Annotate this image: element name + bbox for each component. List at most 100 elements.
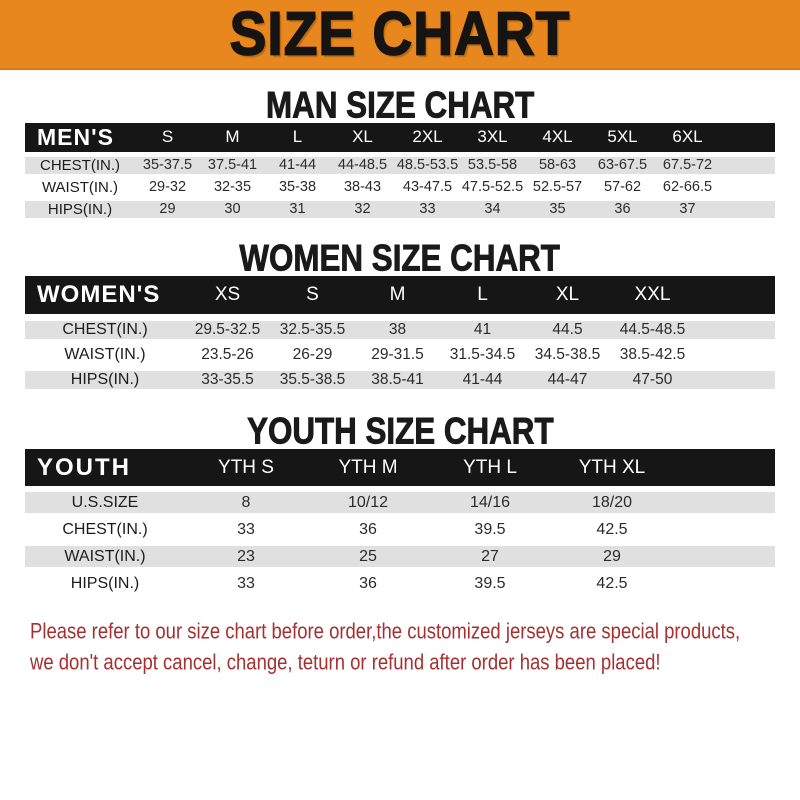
women-size-chart-heading: WOMEN SIZE CHART — [239, 236, 561, 278]
size-value-cell: 30 — [200, 198, 265, 223]
row-spacer — [720, 176, 775, 201]
size-value-cell: 29-32 — [135, 176, 200, 201]
size-value-cell: 38.5-42.5 — [610, 342, 695, 371]
size-value-cell: 48.5-53.5 — [395, 154, 460, 179]
size-value-cell: 53.5-58 — [460, 154, 525, 179]
row-spacer — [695, 367, 775, 396]
row-label-chest: CHEST(IN.) — [25, 516, 185, 546]
row-label-hips: HIPS(IN.) — [25, 570, 185, 600]
size-value-cell: 44.5 — [525, 317, 610, 346]
size-value-cell: 31 — [265, 198, 330, 223]
youth-ussize-row: U.S.SIZE 8 10/12 14/16 18/20 — [25, 489, 775, 519]
size-value-cell: 36 — [307, 516, 429, 546]
size-value-cell: 39.5 — [429, 516, 551, 546]
row-label-waist: WAIST(IN.) — [25, 543, 185, 573]
size-value-cell: 29.5-32.5 — [185, 317, 270, 346]
youth-header-spacer — [673, 449, 775, 492]
size-value-cell: 44-47 — [525, 367, 610, 396]
row-label-hips: HIPS(IN.) — [25, 367, 185, 396]
size-value-cell: 37.5-41 — [200, 154, 265, 179]
size-value-cell: 63-67.5 — [590, 154, 655, 179]
women-header-spacer — [695, 275, 775, 321]
banner-title: SIZE CHART — [229, 0, 571, 69]
row-label-waist: WAIST(IN.) — [25, 176, 135, 201]
size-value-cell: 29 — [551, 543, 673, 573]
size-value-cell: 36 — [307, 570, 429, 600]
size-value-cell: 26-29 — [270, 342, 355, 371]
youth-waist-row: WAIST(IN.) 23 25 27 29 — [25, 543, 775, 573]
size-value-cell: 10/12 — [307, 489, 429, 519]
men-chest-row: CHEST(IN.) 35-37.5 37.5-41 41-44 44-48.5… — [25, 154, 775, 179]
women-size-column: L — [440, 275, 525, 321]
size-value-cell: 38-43 — [330, 176, 395, 201]
men-size-column: 6XL — [655, 123, 720, 157]
size-value-cell: 35 — [525, 198, 590, 223]
row-spacer — [695, 342, 775, 371]
youth-hips-row: HIPS(IN.) 33 36 39.5 42.5 — [25, 570, 775, 600]
size-value-cell: 32 — [330, 198, 395, 223]
row-label-us-size: U.S.SIZE — [25, 489, 185, 519]
women-size-column: XL — [525, 275, 610, 321]
size-value-cell: 42.5 — [551, 516, 673, 546]
men-header-spacer — [720, 123, 775, 157]
size-value-cell: 41 — [440, 317, 525, 346]
size-value-cell: 29 — [135, 198, 200, 223]
size-value-cell: 44-48.5 — [330, 154, 395, 179]
men-size-column: M — [200, 123, 265, 157]
size-value-cell: 32.5-35.5 — [270, 317, 355, 346]
size-value-cell: 33 — [395, 198, 460, 223]
women-size-column: XXL — [610, 275, 695, 321]
size-value-cell: 62-66.5 — [655, 176, 720, 201]
size-value-cell: 35-38 — [265, 176, 330, 201]
size-value-cell: 39.5 — [429, 570, 551, 600]
row-spacer — [695, 317, 775, 346]
youth-size-column: YTH XL — [551, 449, 673, 492]
youth-table-title: YOUTH — [25, 449, 185, 492]
men-size-column: 3XL — [460, 123, 525, 157]
size-value-cell: 43-47.5 — [395, 176, 460, 201]
size-value-cell: 29-31.5 — [355, 342, 440, 371]
youth-size-chart-heading: YOUTH SIZE CHART — [246, 409, 554, 452]
size-value-cell: 35.5-38.5 — [270, 367, 355, 396]
size-value-cell: 37 — [655, 198, 720, 223]
men-size-column: XL — [330, 123, 395, 157]
size-value-cell: 52.5-57 — [525, 176, 590, 201]
youth-size-column: YTH M — [307, 449, 429, 492]
row-spacer — [720, 198, 775, 223]
women-chest-row: CHEST(IN.) 29.5-32.5 32.5-35.5 38 41 44.… — [25, 317, 775, 346]
size-value-cell: 34.5-38.5 — [525, 342, 610, 371]
men-hips-row: HIPS(IN.) 29 30 31 32 33 34 35 36 37 — [25, 198, 775, 223]
men-size-column: 4XL — [525, 123, 590, 157]
youth-size-column: YTH S — [185, 449, 307, 492]
row-spacer — [720, 154, 775, 179]
women-size-table: WOMEN'S XS S M L XL XXL CHEST(IN.) 29.5-… — [25, 275, 775, 396]
size-value-cell: 23.5-26 — [185, 342, 270, 371]
women-size-column: S — [270, 275, 355, 321]
size-value-cell: 58-63 — [525, 154, 590, 179]
youth-chest-row: CHEST(IN.) 33 36 39.5 42.5 — [25, 516, 775, 546]
women-waist-row: WAIST(IN.) 23.5-26 26-29 29-31.5 31.5-34… — [25, 342, 775, 371]
men-table-title: MEN'S — [25, 123, 135, 157]
size-value-cell: 47.5-52.5 — [460, 176, 525, 201]
size-value-cell: 34 — [460, 198, 525, 223]
size-value-cell: 36 — [590, 198, 655, 223]
women-size-column: M — [355, 275, 440, 321]
size-value-cell: 25 — [307, 543, 429, 573]
size-value-cell: 27 — [429, 543, 551, 573]
size-value-cell: 33-35.5 — [185, 367, 270, 396]
size-value-cell: 33 — [185, 570, 307, 600]
size-value-cell: 33 — [185, 516, 307, 546]
men-size-column: 5XL — [590, 123, 655, 157]
row-label-chest: CHEST(IN.) — [25, 317, 185, 346]
men-size-column: S — [135, 123, 200, 157]
order-disclaimer: Please refer to our size chart before or… — [0, 616, 800, 678]
size-value-cell: 38 — [355, 317, 440, 346]
men-size-column: 2XL — [395, 123, 460, 157]
size-value-cell: 35-37.5 — [135, 154, 200, 179]
women-size-column: XS — [185, 275, 270, 321]
size-value-cell: 8 — [185, 489, 307, 519]
size-value-cell: 31.5-34.5 — [440, 342, 525, 371]
size-value-cell: 32-35 — [200, 176, 265, 201]
women-table-header-row: WOMEN'S XS S M L XL XXL — [25, 275, 775, 321]
size-chart-banner: SIZE CHART — [0, 0, 800, 70]
